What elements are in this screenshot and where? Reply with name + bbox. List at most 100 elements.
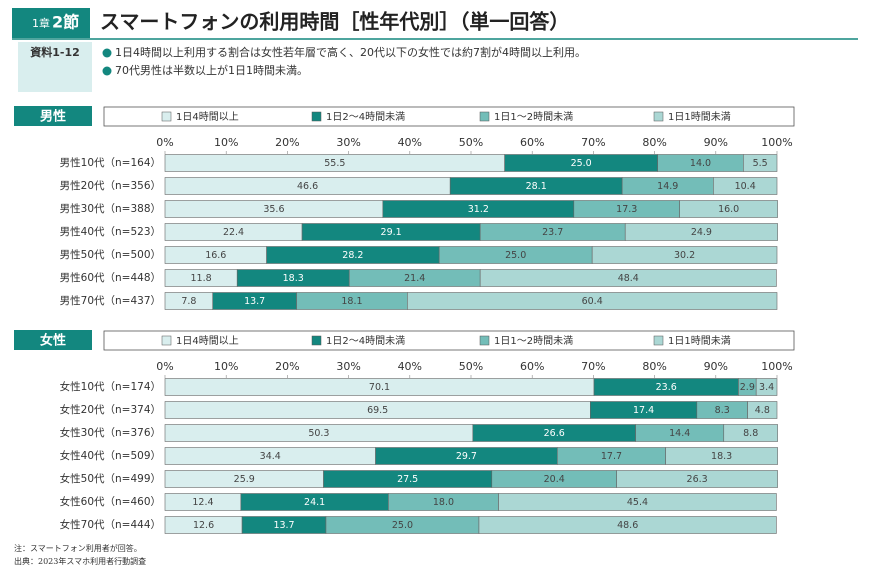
category-label: 女性20代（n=374）: [60, 403, 161, 416]
x-tick-label: 100%: [761, 360, 792, 373]
bar-segment: [679, 200, 778, 218]
value-label: 29.1: [381, 227, 402, 238]
bar-segment: [479, 269, 777, 287]
bar-segment: [616, 470, 778, 488]
value-label: 31.2: [468, 204, 489, 215]
bullet-dot: [102, 66, 112, 76]
value-label: 12.6: [193, 520, 214, 531]
value-label: 25.0: [571, 158, 592, 169]
legend-swatch: [161, 111, 172, 122]
category-label: 男性50代（n=500）: [60, 248, 161, 261]
value-label: 13.7: [244, 296, 265, 307]
category-label: 男性70代（n=437）: [60, 294, 161, 307]
value-label: 46.6: [297, 181, 318, 192]
bar-segment: [591, 246, 778, 264]
value-label: 26.6: [544, 428, 565, 439]
category-label: 男性30代（n=388）: [60, 202, 161, 215]
value-label: 18.1: [341, 296, 362, 307]
value-label: 25.9: [234, 474, 255, 485]
section-title: 男性: [40, 109, 66, 125]
legend-label: 1日2～4時間未満: [326, 335, 405, 347]
value-label: 23.6: [656, 382, 677, 393]
legend-box: [103, 330, 795, 351]
value-label: 50.3: [308, 428, 329, 439]
value-label: 5.5: [753, 158, 768, 169]
x-tick-label: 0%: [156, 136, 173, 149]
x-tick-label: 80%: [642, 136, 666, 149]
bar-segment: [665, 447, 778, 465]
value-label: 35.6: [263, 204, 284, 215]
bar-segment: [624, 223, 778, 241]
x-tick-label: 70%: [581, 360, 605, 373]
x-tick-label: 20%: [275, 360, 299, 373]
legend-label: 1日1時間未満: [668, 111, 731, 123]
value-label: 14.4: [669, 428, 690, 439]
bar-segment: [498, 493, 777, 511]
category-label: 女性10代（n=174）: [60, 380, 161, 393]
section: 2節: [52, 13, 79, 32]
value-label: 30.2: [674, 250, 695, 261]
value-label: 17.3: [616, 204, 637, 215]
section-title: 女性: [40, 333, 66, 349]
value-label: 45.4: [627, 497, 648, 508]
value-label: 12.4: [192, 497, 213, 508]
value-label: 28.2: [342, 250, 363, 261]
bar-segment: [407, 292, 778, 310]
value-label: 29.7: [456, 451, 477, 462]
legend-label: 1日4時間以上: [176, 111, 239, 123]
value-label: 22.4: [223, 227, 244, 238]
value-label: 8.8: [743, 428, 758, 439]
value-label: 24.1: [304, 497, 325, 508]
x-tick-label: 90%: [704, 136, 728, 149]
legend-swatch: [479, 335, 490, 346]
value-label: 18.0: [433, 497, 454, 508]
x-tick-label: 30%: [336, 136, 360, 149]
x-tick-label: 60%: [520, 136, 544, 149]
bullet-dot: [102, 48, 112, 58]
category-label: 女性50代（n=499）: [60, 472, 161, 485]
legend-swatch: [479, 111, 490, 122]
x-tick-label: 50%: [459, 136, 483, 149]
legend-swatch: [161, 335, 172, 346]
value-label: 27.5: [397, 474, 418, 485]
value-label: 20.4: [544, 474, 565, 485]
value-label: 17.7: [601, 451, 622, 462]
value-label: 14.9: [657, 181, 678, 192]
legend-label: 1日1時間未満: [668, 335, 731, 347]
bar-segment: [478, 516, 777, 534]
legend-box: [103, 106, 795, 127]
category-label: 女性30代（n=376）: [60, 426, 161, 439]
section-box: [14, 330, 92, 350]
value-label: 24.9: [691, 227, 712, 238]
section-box: [14, 106, 92, 126]
value-label: 55.5: [324, 158, 345, 169]
x-tick-label: 30%: [336, 360, 360, 373]
value-label: 34.4: [260, 451, 281, 462]
value-label: 60.4: [582, 296, 603, 307]
category-label: 男性60代（n=448）: [60, 271, 161, 284]
legend-label: 1日2～4時間未満: [326, 111, 405, 123]
value-label: 69.5: [367, 405, 388, 416]
value-label: 4.8: [755, 405, 770, 416]
value-label: 14.0: [690, 158, 711, 169]
value-label: 25.0: [392, 520, 413, 531]
value-label: 70.1: [369, 382, 390, 393]
value-label: 16.0: [718, 204, 739, 215]
x-tick-label: 100%: [761, 136, 792, 149]
chapter: 1章: [32, 16, 50, 30]
value-label: 16.6: [205, 250, 226, 261]
value-label: 11.8: [191, 273, 212, 284]
category-label: 男性20代（n=356）: [60, 179, 161, 192]
x-tick-label: 0%: [156, 360, 173, 373]
x-tick-label: 20%: [275, 136, 299, 149]
x-tick-label: 40%: [398, 360, 422, 373]
legend-swatch: [653, 111, 664, 122]
legend-swatch: [653, 335, 664, 346]
x-tick-label: 50%: [459, 360, 483, 373]
value-label: 25.0: [505, 250, 526, 261]
bullet: 70代男性は半数以上が1日1時間未満。: [115, 63, 308, 77]
category-label: 男性40代（n=523）: [60, 225, 161, 238]
x-tick-label: 80%: [642, 360, 666, 373]
x-tick-label: 40%: [398, 136, 422, 149]
